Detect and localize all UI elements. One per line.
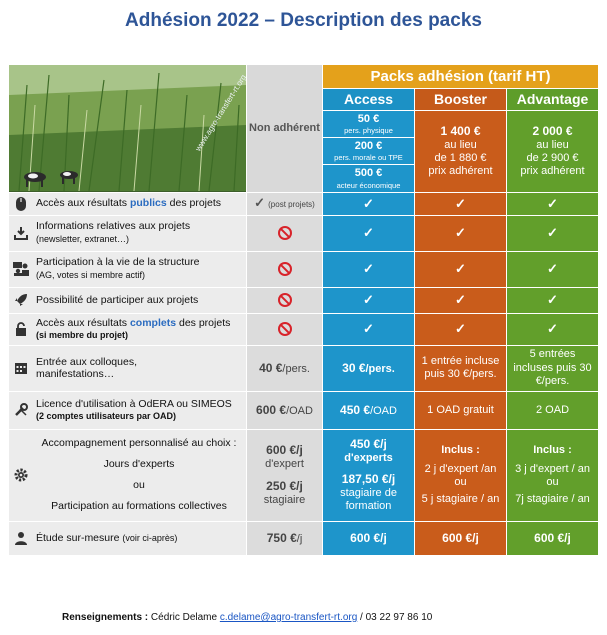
download-icon (13, 225, 29, 241)
pack-access-header: Access (322, 88, 415, 111)
table-row: Licence d'utilisation à OdERA ou SIMEOS(… (8, 390, 600, 430)
forbidden-icon (277, 293, 292, 308)
table-row: Possibilité de participer aux projets ✓ … (8, 286, 600, 314)
table-row: Accompagnement personnalisé au choix : J… (8, 428, 600, 522)
table-row: Accès aux résultats publics des projets … (8, 191, 600, 216)
packs-table: www.agro-transfert-rt.org Non adhérent P… (8, 64, 600, 556)
table-row: Informations relatives aux projets (newsl… (8, 214, 600, 252)
advantage-price-cell: 2 000 € au lieu de 2 900 € prix adhérent (505, 110, 600, 193)
packs-title: Packs adhésion (tarif HT) (321, 64, 600, 89)
table-row: Entrée aux colloques, manifestations… 40 … (8, 344, 600, 392)
table-row: Étude sur-mesure (voir ci-après) 750 €/j… (8, 520, 600, 556)
rocket-icon (13, 292, 29, 308)
gear-icon (13, 467, 29, 483)
booster-price-cell: 1 400 € au lieu de 1 880 € prix adhérent (414, 110, 507, 193)
table-row: Participation à la vie de la structure (A… (8, 250, 600, 288)
community-icon (13, 261, 29, 277)
lock-icon (13, 321, 29, 337)
calendar-icon (13, 360, 29, 376)
access-price-cell: 50 € pers. physique 200 € pers. morale ou … (322, 110, 415, 193)
email-link[interactable]: c.delame@agro-transfert-rt.org (219, 612, 358, 623)
forbidden-icon (277, 262, 292, 277)
header-photo: www.agro-transfert-rt.org (8, 64, 247, 193)
tools-icon (13, 402, 29, 418)
table-row: Accès aux résultats complets des projets… (8, 312, 600, 346)
contact-footer: Renseignements : Cédric Delame c.delame@… (62, 612, 433, 623)
meadow-cows-image (9, 65, 246, 191)
page-title: Adhésion 2022 – Description des packs (125, 10, 482, 31)
non-adherent-header: Non adhérent (246, 64, 323, 193)
user-icon (13, 530, 29, 546)
pack-advantage-header: Advantage (505, 88, 600, 111)
mouse-icon (13, 196, 29, 212)
pack-booster-header: Booster (414, 88, 507, 111)
forbidden-icon (277, 322, 292, 337)
forbidden-icon (277, 226, 292, 241)
